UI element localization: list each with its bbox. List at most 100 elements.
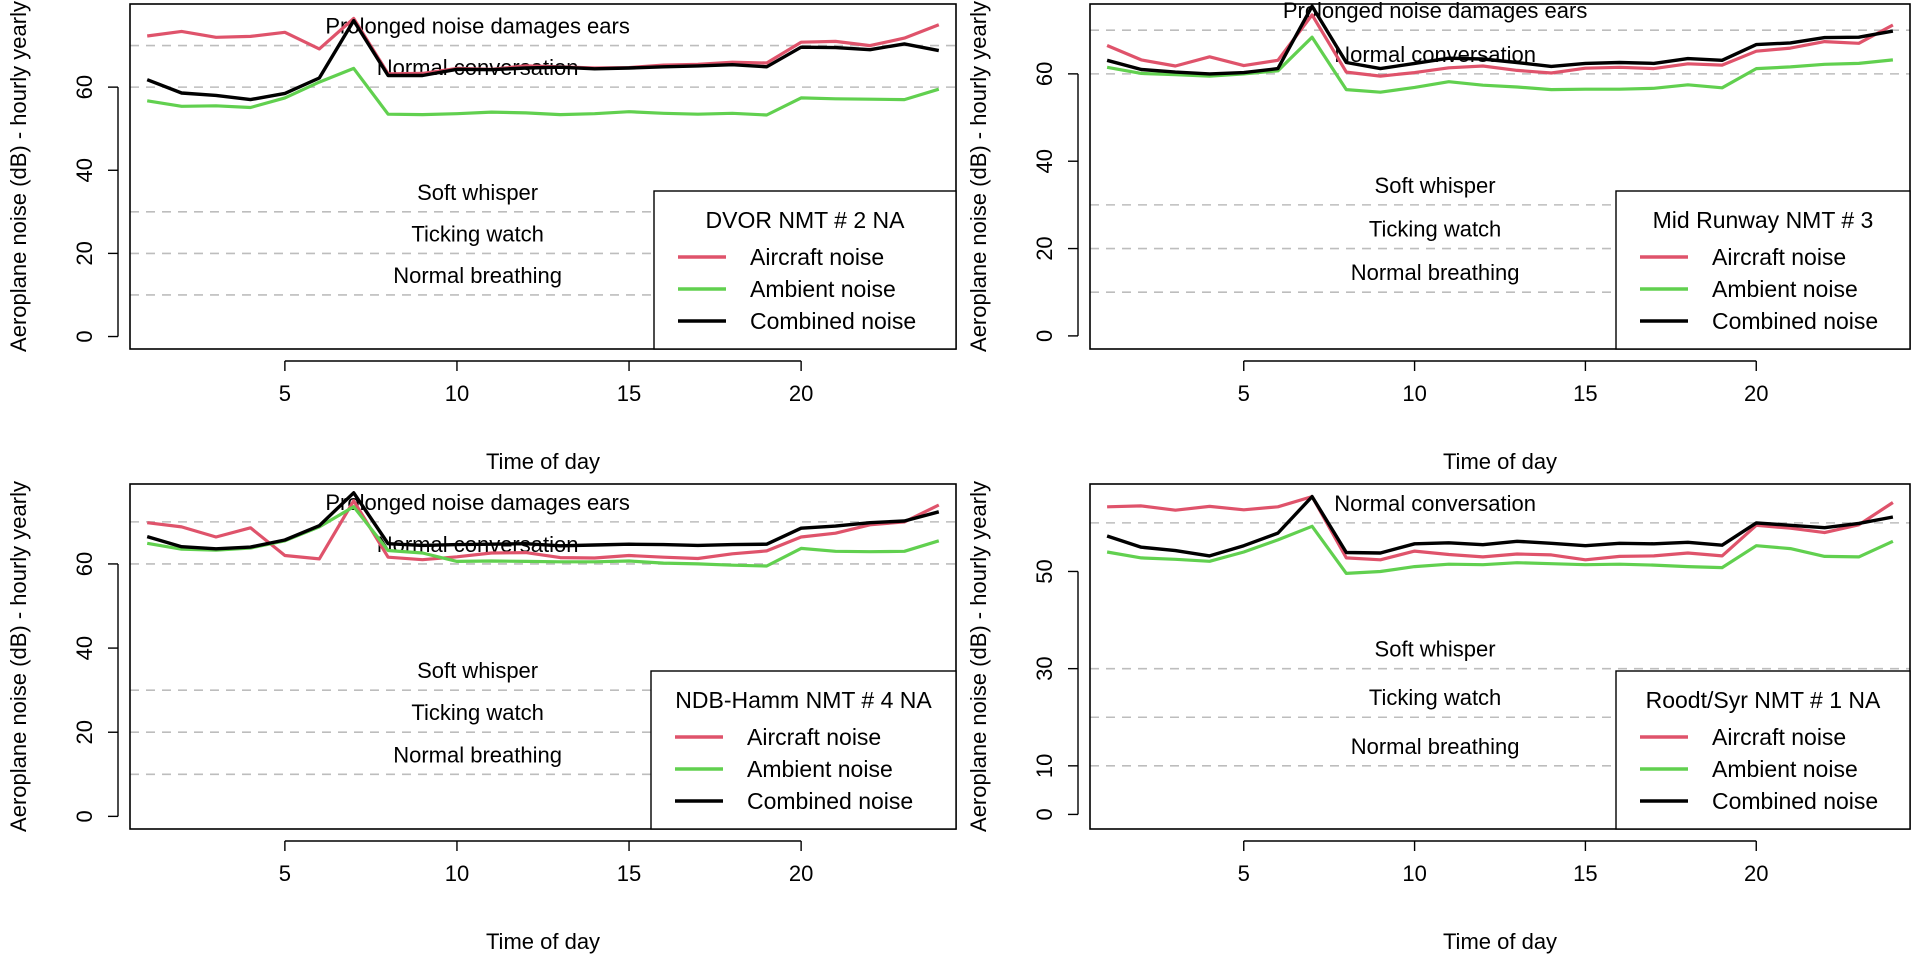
y-tick-label: 20 [72,720,97,744]
x-axis-title: Time of day [1443,449,1557,474]
legend-title: Roodt/Syr NMT # 1 NA [1646,687,1881,713]
y-tick-label: 40 [72,636,97,660]
series-line-combined-noise [1106,4,1894,76]
y-tick-label: 60 [72,552,97,576]
legend: Roodt/Syr NMT # 1 NA Aircraft noise Ambien… [1615,670,1911,830]
x-axis-title: Time of day [486,449,600,474]
legend: DVOR NMT # 2 NA Aircraft noise Ambient noi… [653,190,957,350]
x-tick-label: 20 [789,861,813,886]
plot-frame [1089,3,1911,350]
legend-label: Ambient noise [1712,756,1858,782]
reference-label: Normal breathing [1351,734,1520,759]
legend-label: Aircraft noise [747,724,881,750]
y-tick-label: 0 [1032,330,1057,342]
legend-label: Ambient noise [1712,276,1858,302]
x-tick-label: 20 [1744,381,1768,406]
y-tick-label: 10 [1032,754,1057,778]
y-axis-title: Aeroplane noise (dB) - hourly yearly [6,481,31,832]
legend-label: Aircraft noise [1712,724,1846,750]
x-axis: 5 10 15 20 [279,360,813,406]
y-tick-label: 40 [1032,149,1057,173]
x-axis: 5 10 15 20 [1238,360,1768,406]
x-tick-label: 5 [279,381,291,406]
reference-label: Normal conversation [1334,491,1536,516]
reference-label: Soft whisper [1375,173,1496,198]
series-line-ambient-noise [1106,524,1894,576]
plot-frame [1089,483,1911,830]
x-tick-label: 10 [445,381,469,406]
series-line-aircraft-noise [1106,13,1894,78]
x-tick-label: 5 [1238,861,1250,886]
reference-label: Prolonged noise damages ears [325,14,630,39]
x-tick-label: 5 [1238,381,1250,406]
y-tick-label: 30 [1032,656,1057,680]
plot-frame [129,483,957,830]
y-tick-label: 0 [1032,808,1057,820]
legend-title: Mid Runway NMT # 3 [1653,207,1874,233]
x-tick-label: 15 [617,861,641,886]
y-tick-label: 20 [1032,236,1057,260]
series-line-aircraft-noise [147,499,940,562]
reference-label: Ticking watch [1369,217,1501,242]
x-axis: 5 10 15 20 [279,840,813,886]
legend-label: Combined noise [750,308,916,334]
series-line-combined-noise [146,18,940,102]
legend-label: Ambient noise [750,276,896,302]
y-axis-title: Aeroplane noise (dB) - hourly yearly [966,1,991,352]
plot-frame [129,3,957,350]
chart-panel-4: Normal conversation Soft whisper Ticking w… [966,481,1911,954]
x-tick-label: 5 [279,861,291,886]
legend-label: Aircraft noise [1712,244,1846,270]
x-tick-label: 20 [1744,861,1768,886]
x-tick-label: 15 [1573,381,1597,406]
y-tick-label: 50 [1032,559,1057,583]
x-axis-title: Time of day [1443,929,1557,954]
reference-label: Soft whisper [1375,637,1496,662]
reference-label: Normal breathing [393,263,562,288]
x-tick-label: 10 [1402,861,1426,886]
y-tick-label: 60 [72,75,97,99]
x-tick-label: 20 [789,381,813,406]
y-axis-title: Aeroplane noise (dB) - hourly yearly [6,1,31,352]
x-tick-label: 15 [1573,861,1597,886]
series-line-combined-noise [1106,494,1894,558]
y-tick-label: 20 [72,241,97,265]
y-tick-label: 40 [72,158,97,182]
x-axis: 5 10 15 20 [1238,840,1768,886]
series-line-aircraft-noise [1107,495,1894,562]
reference-label: Ticking watch [1369,685,1501,710]
chart-panel-2: Prolonged noise damages ears Normal conve… [966,0,1911,474]
reference-label: Normal breathing [393,742,562,767]
y-axis: 0 20 40 60 [1032,62,1079,342]
x-tick-label: 15 [617,381,641,406]
x-tick-label: 10 [1402,381,1426,406]
y-tick-label: 0 [72,330,97,342]
legend-title: DVOR NMT # 2 NA [706,207,906,233]
legend: NDB-Hamm NMT # 4 NA Aircraft noise Ambient… [650,670,957,830]
legend-label: Ambient noise [747,756,893,782]
x-axis-title: Time of day [486,929,600,954]
reference-label: Ticking watch [411,221,543,246]
reference-label: Soft whisper [417,180,538,205]
legend: Mid Runway NMT # 3 Aircraft noise Ambient … [1615,190,1911,350]
reference-label: Normal breathing [1351,260,1520,285]
reference-label: Soft whisper [417,658,538,683]
reference-label: Prolonged noise damages ears [325,490,630,515]
series-line-ambient-noise [146,66,940,117]
y-axis: 0 10 30 50 [1032,559,1079,821]
y-tick-label: 0 [72,810,97,822]
legend-label: Combined noise [1712,308,1878,334]
reference-label: Normal conversation [1334,42,1536,67]
x-tick-label: 10 [445,861,469,886]
reference-label: Prolonged noise damages ears [1283,0,1588,23]
legend-label: Aircraft noise [750,244,884,270]
reference-label: Ticking watch [411,700,543,725]
y-axis-title: Aeroplane noise (dB) - hourly yearly [966,481,991,832]
series-line-combined-noise [146,491,940,551]
legend-label: Combined noise [747,788,913,814]
legend-title: NDB-Hamm NMT # 4 NA [675,687,932,713]
